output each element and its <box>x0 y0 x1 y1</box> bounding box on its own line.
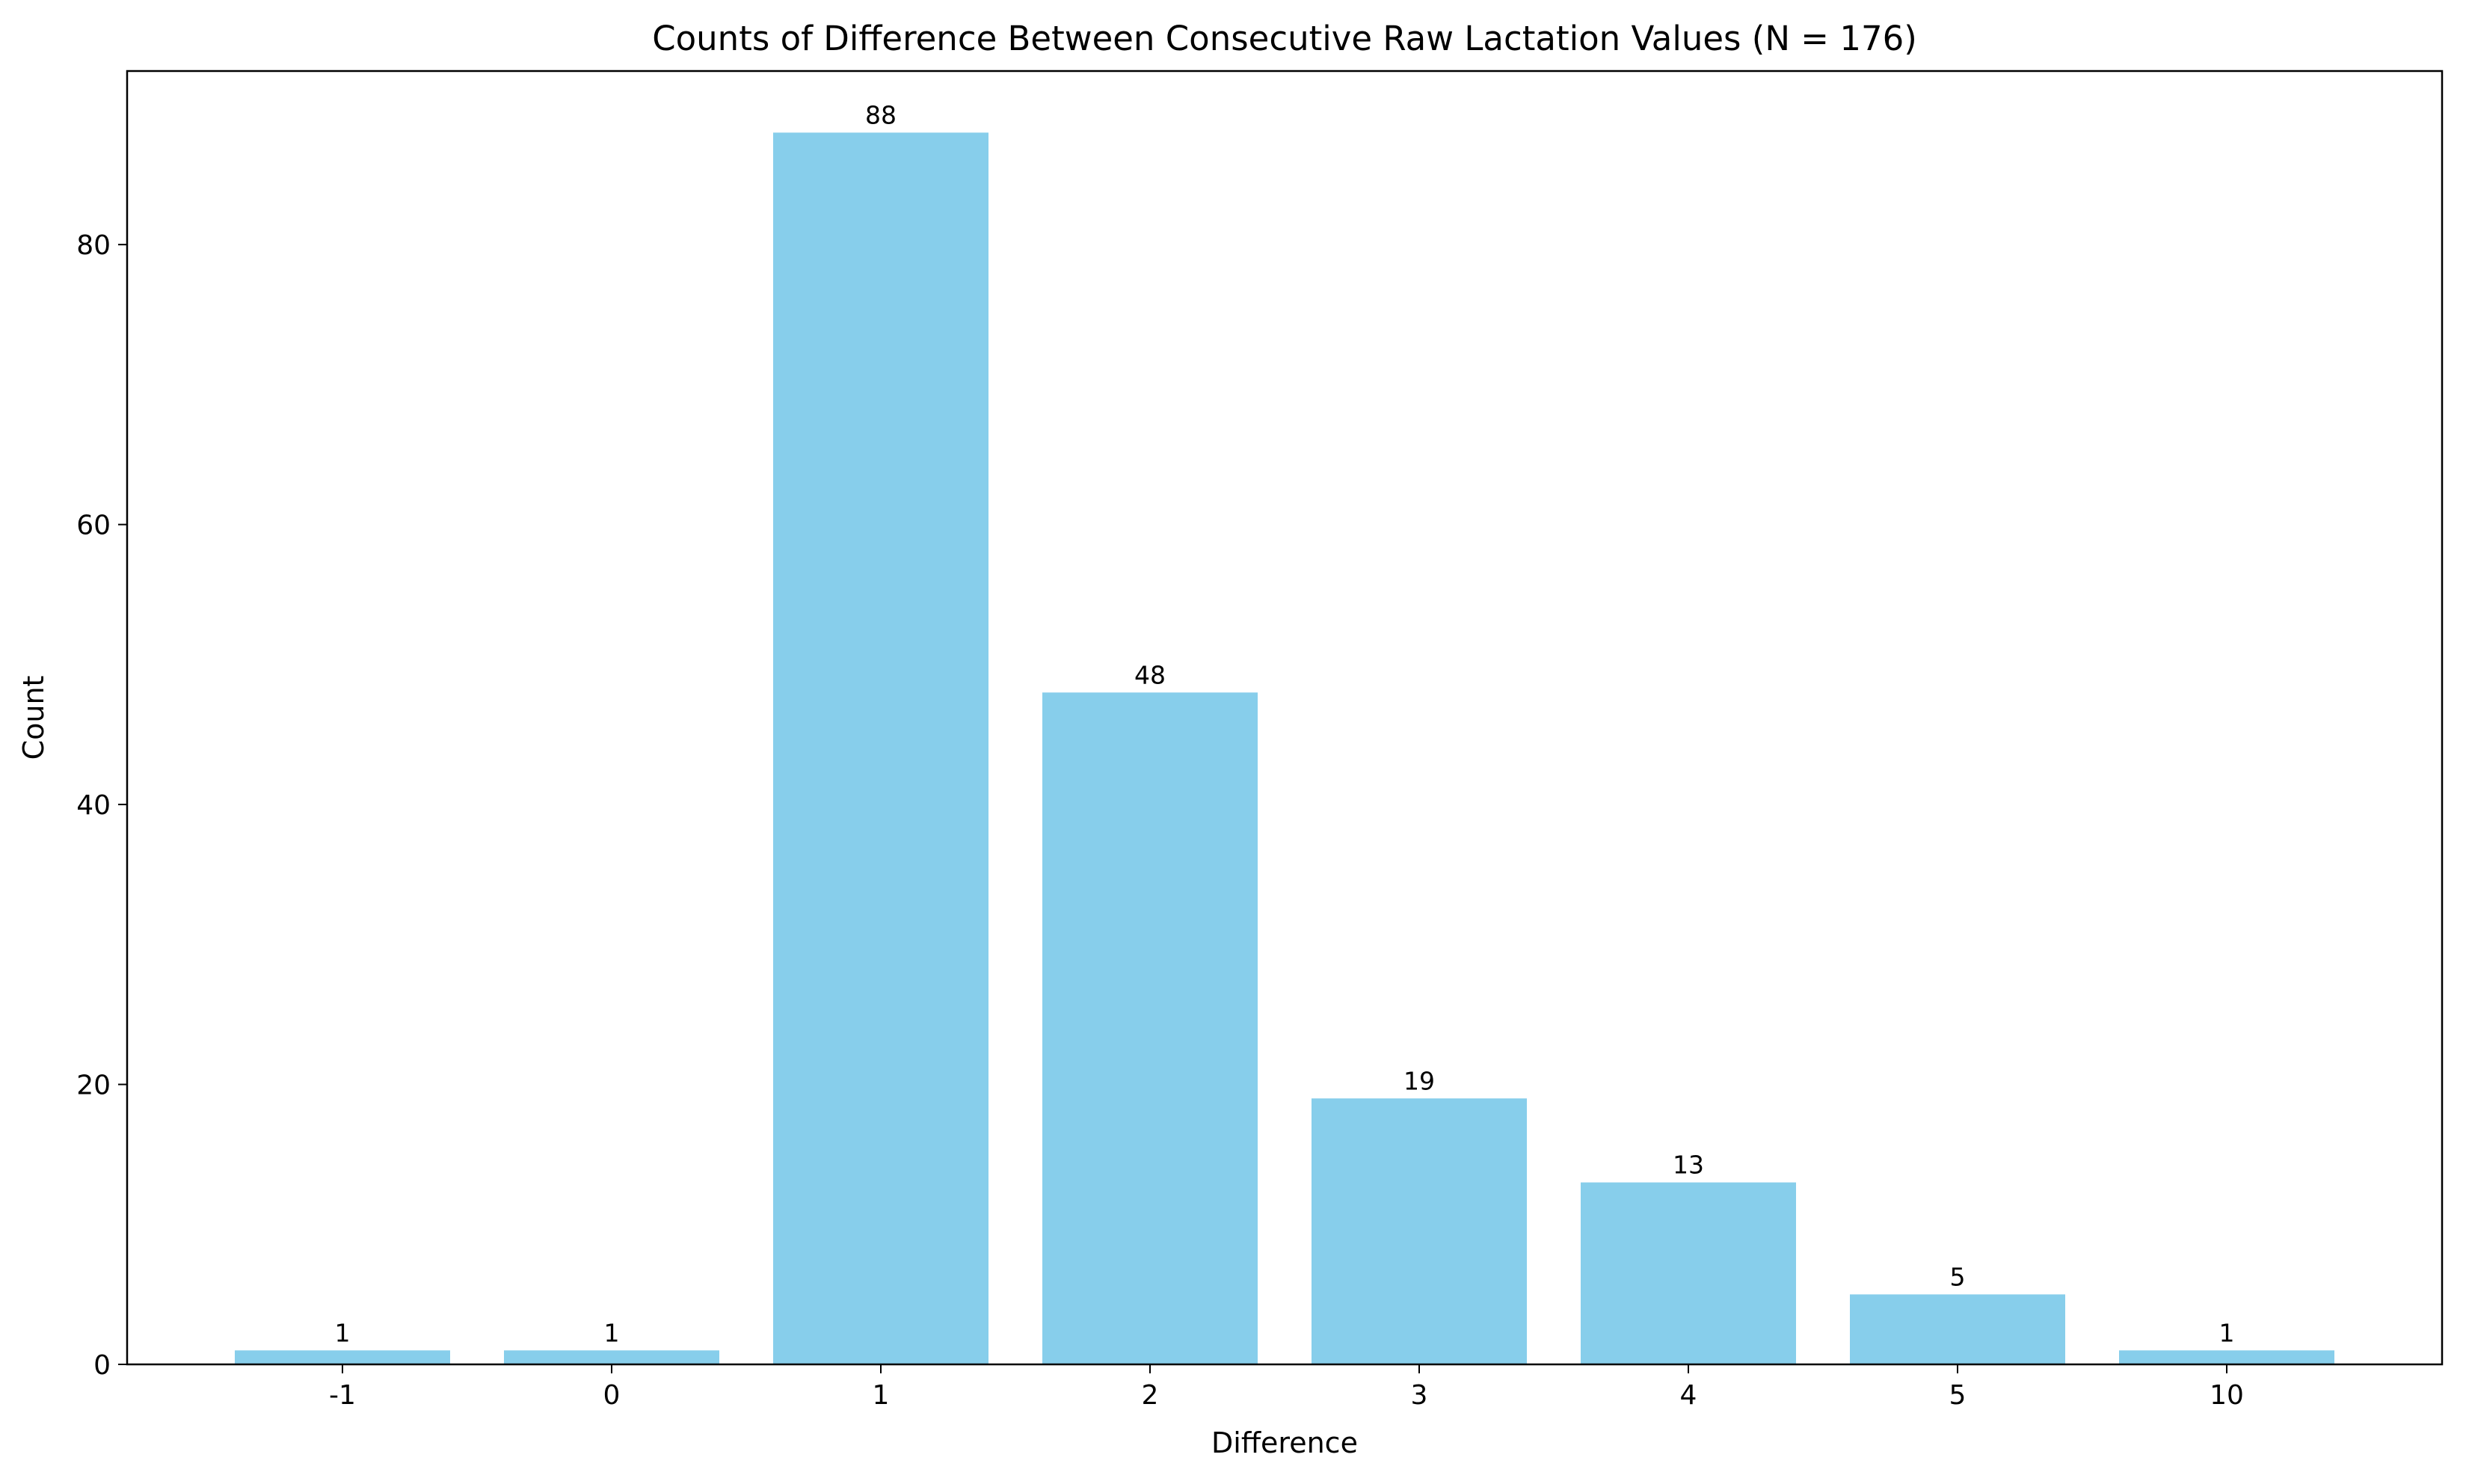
x-tick-label: 3 <box>1411 1380 1428 1411</box>
bars-layer <box>235 132 2334 1364</box>
bar-value-label: 48 <box>1134 660 1166 689</box>
bar--1 <box>235 1350 450 1364</box>
y-axis-label: Count <box>17 676 50 760</box>
bar-value-label: 13 <box>1673 1151 1704 1180</box>
x-tick-label: 4 <box>1680 1380 1697 1411</box>
bar-labels-layer: 1 1 88 48 19 13 5 1 <box>335 100 2235 1347</box>
x-tick-label: 5 <box>1949 1380 1967 1411</box>
y-tick-label: 80 <box>76 230 111 261</box>
bar-value-label: 88 <box>865 100 897 129</box>
x-tick-label: 10 <box>2210 1380 2244 1411</box>
y-axis: 0 20 40 60 80 <box>76 230 127 1381</box>
bar-value-label: 1 <box>604 1318 620 1347</box>
y-tick-label: 60 <box>76 511 111 541</box>
bar-value-label: 1 <box>335 1318 351 1347</box>
bar-4 <box>1581 1182 1796 1364</box>
x-tick-label: 2 <box>1142 1380 1159 1411</box>
bar-1 <box>773 132 988 1364</box>
y-tick-label: 40 <box>76 790 111 821</box>
x-axis: -1 0 1 2 3 4 5 10 <box>329 1364 2244 1411</box>
bar-5 <box>1850 1294 2065 1364</box>
plot-frame <box>126 70 2444 1366</box>
x-axis-label: Difference <box>1211 1426 1358 1459</box>
bar-value-label: 19 <box>1403 1066 1435 1095</box>
bar-2 <box>1042 692 1258 1364</box>
chart-title: Counts of Difference Between Consecutive… <box>652 19 1917 58</box>
y-tick-label: 20 <box>76 1071 111 1101</box>
bar-value-label: 5 <box>1950 1262 1966 1291</box>
bar-0 <box>504 1350 719 1364</box>
y-tick-label: 0 <box>93 1350 111 1381</box>
x-tick-label: 0 <box>603 1380 621 1411</box>
x-tick-label: 1 <box>873 1380 890 1411</box>
bar-value-label: 1 <box>2219 1318 2235 1347</box>
bar-3 <box>1312 1098 1527 1364</box>
x-tick-label: -1 <box>329 1380 356 1411</box>
bar-10 <box>2119 1350 2334 1364</box>
